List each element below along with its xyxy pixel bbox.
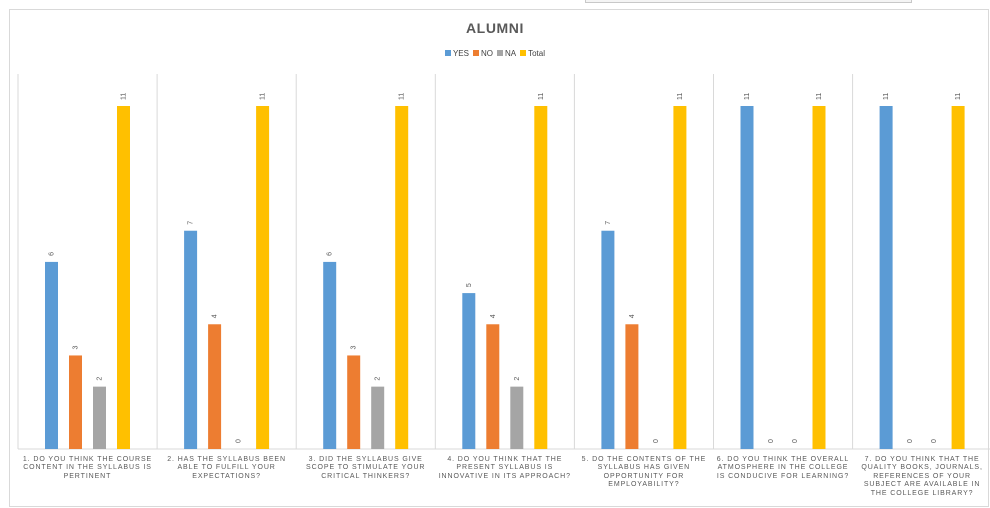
data-label: 0: [653, 439, 660, 443]
bar-yes-q4: [462, 293, 476, 449]
data-label: 2: [375, 377, 382, 381]
legend-item-total: Total: [520, 49, 545, 58]
data-label: 11: [883, 93, 890, 100]
legend-swatch: [520, 50, 527, 56]
legend-item-na: NA: [496, 49, 517, 58]
category-label: 3. DID THE SYLLABUS GIVE SCOPE TO STIMUL…: [306, 456, 426, 480]
bar-total-q4: [534, 106, 548, 449]
legend-label: Total: [528, 49, 546, 58]
category-label: 1. DO YOU THINK THE COURSE CONTENT IN TH…: [22, 456, 153, 480]
data-label: 6: [327, 252, 334, 256]
bar-yes-q1: [45, 261, 58, 449]
top-bar: [585, 0, 912, 3]
data-label: 11: [955, 93, 962, 100]
bar-na-q1: [93, 386, 106, 449]
bar-no-q1: [69, 355, 82, 449]
bar-yes-q7: [879, 106, 893, 449]
data-label: 11: [538, 93, 545, 100]
data-label: 11: [744, 93, 751, 100]
legend-item-yes: YES: [444, 49, 469, 58]
bar-total-q6: [812, 106, 826, 449]
bar-total-q2: [256, 106, 270, 449]
data-label: 3: [73, 345, 80, 349]
bar-total-q5: [673, 106, 687, 449]
data-label: 0: [907, 439, 914, 443]
bar-no-q4: [486, 324, 500, 449]
bar-yes-q2: [184, 230, 198, 449]
bar-no-q2: [208, 324, 222, 449]
bar-na-q4: [510, 386, 524, 449]
category-label: 5. DO THE CONTENTS OF THE SYLLABUS HAS G…: [581, 456, 707, 489]
bar-yes-q5: [601, 230, 615, 449]
data-label: 4: [212, 314, 219, 318]
data-label: 4: [490, 314, 497, 318]
bar-na-q3: [371, 386, 385, 449]
data-label: 5: [466, 283, 473, 287]
bar-total-q1: [117, 106, 130, 449]
data-label: 11: [260, 93, 267, 100]
data-label: 0: [236, 439, 243, 443]
legend-swatch: [496, 50, 503, 56]
bar-yes-q6: [740, 106, 754, 449]
chart-title: ALUMNI: [465, 20, 525, 36]
data-label: 2: [514, 377, 521, 381]
data-label: 11: [677, 93, 684, 100]
category-label: 2. HAS THE SYLLABUS BEEN ABLE TO FULFILL…: [167, 456, 286, 480]
legend-label: NA: [504, 49, 517, 58]
data-label: 2: [97, 377, 104, 381]
data-label: 4: [629, 314, 636, 318]
data-label: 0: [931, 439, 938, 443]
legend-label: YES: [452, 49, 469, 58]
bar-yes-q3: [323, 261, 337, 449]
data-label: 3: [351, 345, 358, 349]
category-label: 4. DO YOU THINK THAT THE PRESENT SYLLABU…: [438, 456, 571, 480]
data-label: 11: [816, 93, 823, 100]
legend-swatch: [472, 50, 479, 56]
legend-label: NO: [480, 49, 493, 58]
data-label: 7: [605, 221, 612, 225]
data-label: 6: [49, 252, 56, 256]
data-label: 11: [399, 93, 406, 100]
legend: YES NO NA Total: [0, 49, 990, 58]
data-label: 0: [768, 439, 775, 443]
data-label: 7: [188, 221, 195, 225]
category-label: 6. DO YOU THINK THE OVERALL ATMOSPHERE I…: [716, 456, 850, 480]
bar-no-q5: [625, 324, 639, 449]
data-label: 0: [792, 439, 799, 443]
legend-swatch: [444, 50, 451, 56]
category-label: 7. DO YOU THINK THAT THE QUALITY BOOKS, …: [861, 456, 983, 497]
bar-total-q7: [951, 106, 965, 449]
legend-item-no: NO: [472, 49, 493, 58]
bar-no-q3: [347, 355, 361, 449]
bar-total-q3: [395, 106, 409, 449]
data-label: 11: [121, 93, 128, 100]
